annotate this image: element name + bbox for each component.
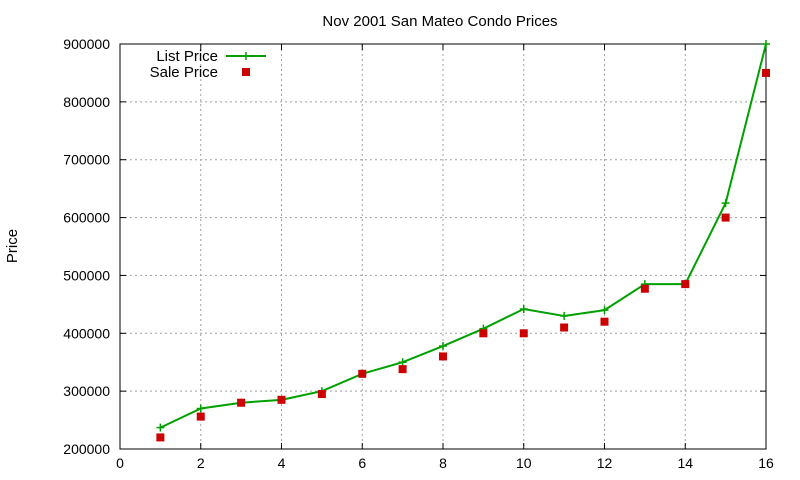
sale-price-point: [358, 369, 367, 378]
tick-labels: 0 2 4 6 8 10 12 14 16 200000 300000 400000 500000 600…: [63, 36, 774, 471]
x-tick-label: 6: [358, 455, 366, 471]
x-tick-label: 10: [516, 455, 532, 471]
sale-price-point: [237, 398, 246, 407]
series-list-price: [156, 40, 770, 432]
x-tick-label: 4: [278, 455, 286, 471]
sale-price-point: [317, 390, 326, 399]
y-tick-label: 500000: [63, 267, 110, 283]
series-sale-price: [156, 68, 770, 442]
x-tick-label: 12: [597, 455, 613, 471]
sale-price-point: [721, 213, 730, 222]
sale-price-point: [398, 365, 407, 374]
list-price-point: [439, 342, 447, 351]
sale-price-point: [600, 317, 609, 326]
x-tick-label: 0: [116, 455, 124, 471]
sale-price-point: [519, 329, 528, 338]
y-tick-label: 900000: [63, 36, 110, 52]
sale-price-point: [560, 323, 569, 332]
list-price-point: [762, 40, 770, 48]
y-tick-label: 800000: [63, 94, 110, 110]
y-tick-label: 200000: [63, 441, 110, 457]
sale-price-point: [196, 412, 205, 421]
sale-price-point: [156, 433, 165, 442]
sale-price-point: [277, 395, 286, 404]
series-layer: [156, 40, 770, 442]
x-tick-label: 8: [439, 455, 447, 471]
sale-price-point: [439, 352, 447, 361]
sale-price-point: [479, 329, 488, 338]
list-price-point: [600, 306, 609, 315]
legend-label: List Price: [156, 48, 218, 65]
y-tick-label: 600000: [63, 210, 110, 226]
sale-price-point: [681, 280, 690, 289]
legend-label: Sale Price: [150, 64, 218, 81]
sale-price-point: [762, 68, 770, 77]
list-price-point: [519, 304, 528, 313]
y-tick-label: 700000: [63, 152, 110, 168]
y-axis-label: Price: [4, 229, 21, 263]
y-tick-label: 300000: [63, 383, 110, 399]
list-price-point: [721, 199, 730, 208]
grid: [120, 44, 766, 449]
legend-swatch-cross: [242, 52, 250, 60]
list-price-line: [159, 43, 767, 429]
list-price-point: [398, 358, 407, 367]
x-tick-label: 2: [197, 455, 205, 471]
list-price-point: [196, 404, 205, 413]
list-price-point: [156, 423, 165, 432]
sale-price-point: [640, 284, 649, 293]
x-tick-label: 14: [677, 455, 693, 471]
list-price-point: [560, 311, 569, 320]
legend-swatch-square: [242, 68, 250, 76]
axis-ticks: [119, 43, 767, 450]
x-tick-label: 16: [758, 455, 774, 471]
chart-title: Nov 2001 San Mateo Condo Prices: [322, 13, 557, 30]
y-tick-label: 400000: [63, 325, 110, 341]
